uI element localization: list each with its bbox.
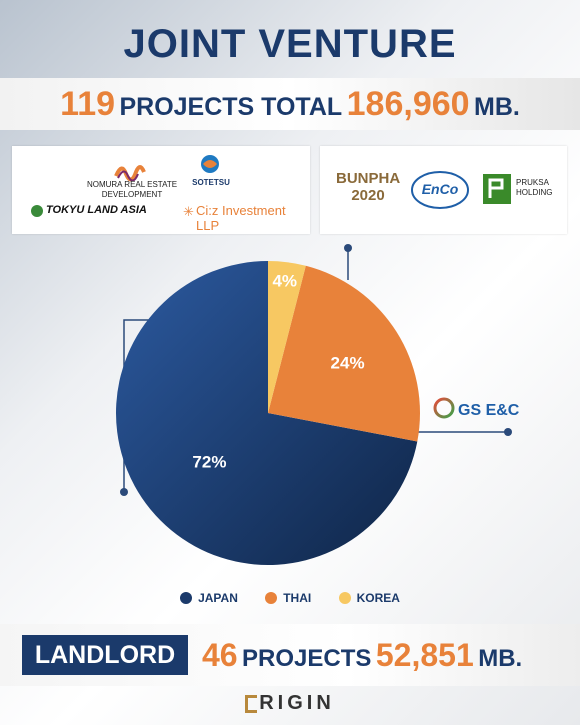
enco-logo-icon: [411, 171, 469, 209]
landlord-projects-label: PROJECTS: [242, 645, 372, 672]
chart-legend: JAPAN THAI KOREA: [0, 590, 580, 605]
ciz-logo-text: Ci:z Investment LLP: [196, 203, 286, 233]
pie-slice-japan: [115, 261, 418, 565]
thai-connector-dot: [344, 244, 352, 252]
landlord-projects-count: 46: [202, 637, 238, 673]
pie-label-japan: 72%: [192, 452, 226, 471]
landlord-unit: MB.: [478, 645, 523, 672]
total-summary: 119 PROJECTS TOTAL 186,960 MB.: [0, 78, 580, 130]
legend-label-korea: KOREA: [356, 590, 400, 605]
pruksa-logo-icon-mark: [488, 178, 504, 198]
korea-connector-dot: [504, 428, 512, 436]
brand-name: RIGIN: [259, 692, 335, 714]
landlord-stats: 46 PROJECTS 52,851 MB.: [202, 624, 522, 686]
japan-partners-logos: ✳ NOMURA REAL ESTATE DEVELOPMENT SOTETSU…: [12, 146, 310, 234]
brand-logo: RIGIN: [0, 692, 580, 715]
nomura-logo-text: NOMURA REAL ESTATE DEVELOPMENT: [86, 180, 178, 199]
total-projects-count: 119: [60, 85, 116, 123]
pie-slice-thai: [268, 265, 420, 442]
landlord-value: 52,851: [375, 637, 474, 673]
legend-item-thai: THAI: [265, 590, 311, 605]
total-unit: MB.: [474, 93, 520, 121]
pie-chart: GS E&C 72% 24% 4%: [115, 244, 520, 565]
gs-logo-text: GS E&C: [458, 402, 520, 419]
pruksa-logo-text: PRUKSA HOLDING: [516, 178, 553, 197]
pie-slice-labels: 72% 24% 4%: [192, 271, 364, 471]
gs-logo: GS E&C: [433, 397, 520, 419]
nomura-logo-icon-accent: [117, 170, 139, 182]
legend-item-korea: KOREA: [338, 590, 400, 605]
japan-connector-dot: [120, 488, 128, 496]
tokyu-logo-text: TOKYU LAND ASIA: [46, 204, 147, 216]
landlord-summary: LANDLORD 46 PROJECTS 52,851 MB.: [0, 624, 580, 686]
pie-label-korea: 4%: [272, 271, 297, 290]
legend-dot-thai: [265, 591, 278, 604]
total-value: 186,960: [346, 85, 470, 123]
pie-slices: [115, 261, 420, 565]
thai-partners-logos: BUNPHA 2020 EnCo PRUKSA HOLDING: [320, 146, 567, 234]
legend-dot-japan: [180, 591, 193, 604]
pie-slice-korea: [268, 261, 306, 413]
ciz-logo-icon: ✳: [183, 204, 194, 219]
sotetsu-logo-icon-accent: [203, 160, 217, 168]
brand-mark-icon: [245, 694, 258, 713]
legend-label-japan: JAPAN: [198, 590, 238, 605]
thai-logos-art: [411, 171, 511, 209]
tokyu-logo-icon: [31, 205, 43, 217]
page-title: JOINT VENTURE: [123, 22, 457, 66]
legend-dot-korea: [338, 591, 351, 604]
japan-logos-art: ✳: [31, 155, 219, 219]
gs-logo-icon: [433, 397, 455, 419]
legend-label-thai: THAI: [283, 590, 312, 605]
legend-item-japan: JAPAN: [180, 590, 238, 605]
bunpha-logo-text: BUNPHA 2020: [336, 170, 401, 204]
landlord-badge: LANDLORD: [22, 635, 188, 675]
pie-label-thai: 24%: [331, 354, 365, 373]
enco-logo-text: EnCo: [421, 181, 459, 197]
total-projects-label: PROJECTS TOTAL: [119, 93, 343, 121]
sotetsu-logo-text: SOTETSU: [192, 178, 230, 187]
